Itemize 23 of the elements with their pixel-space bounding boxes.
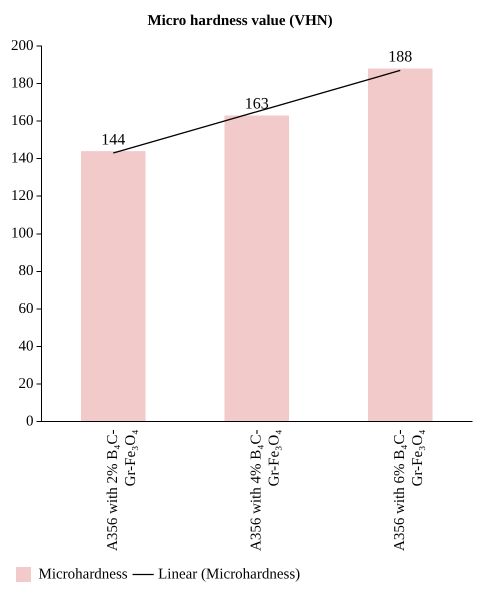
- y-tick-label: 140: [11, 150, 34, 167]
- data-label: 188: [388, 48, 412, 66]
- chart-title: Micro hardness value (VHN): [147, 12, 333, 29]
- y-tick-label: 0: [26, 413, 34, 430]
- y-tick-label: 80: [18, 263, 34, 280]
- y-tick-label: 160: [11, 113, 34, 130]
- y-tick-label: 120: [11, 188, 34, 204]
- bar: [368, 68, 433, 422]
- bar: [80, 151, 146, 422]
- y-tick-label: 100: [11, 226, 34, 242]
- x-tick-label: A356 with 2% B₄C-Gr-Fe₃O₄: [105, 430, 140, 552]
- y-tick-label: 20: [18, 376, 34, 392]
- y-tick-label: 60: [18, 300, 34, 317]
- legend-label: Microhardness: [38, 566, 128, 582]
- data-label: 144: [101, 131, 126, 148]
- y-tick-label: 40: [18, 338, 34, 354]
- data-label: 163: [244, 96, 269, 113]
- legend-label: Linear (Microhardness): [158, 566, 300, 582]
- bar: [224, 115, 290, 422]
- x-tick-label: A356 with 6% B₄C-Gr-Fe₃O₄: [392, 430, 426, 552]
- x-tick-label: A356 with 4% B₄C-Gr-Fe₃O₄: [248, 430, 283, 552]
- y-tick-label: 180: [11, 75, 34, 92]
- y-tick-label: 200: [11, 38, 34, 54]
